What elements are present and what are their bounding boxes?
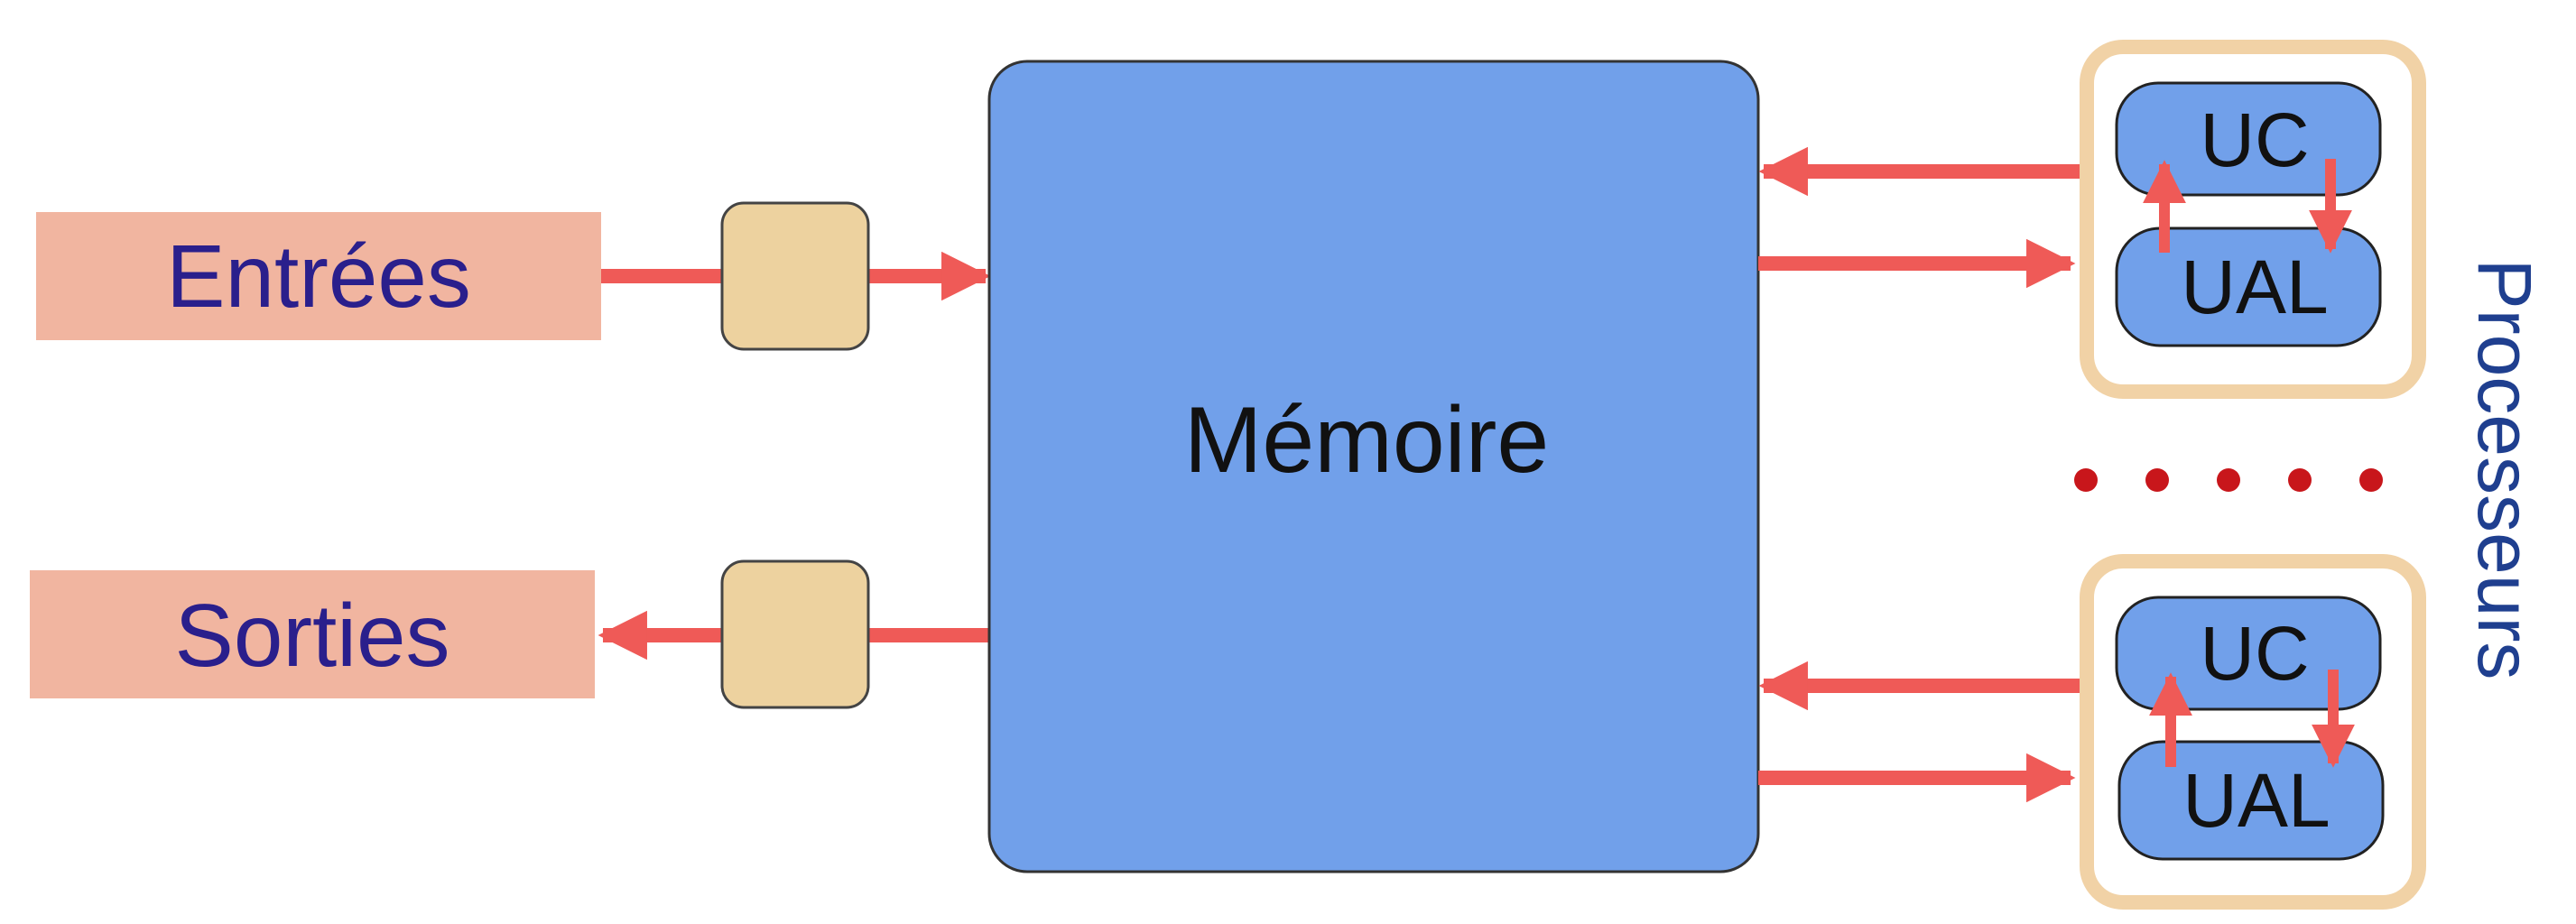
outputs-box: Sorties (30, 570, 595, 698)
alu-label: UAL (2181, 245, 2328, 329)
memory-block: Mémoire (987, 60, 1760, 873)
outputs-label: Sorties (174, 586, 449, 685)
ellipsis-dot (2288, 468, 2312, 492)
processors-label: Processeurs (2462, 259, 2547, 680)
alu-label: UAL (2182, 758, 2330, 843)
inputs-box: Entrées (36, 212, 601, 340)
alu (2115, 226, 2382, 347)
processor-1: UC UAL (2080, 40, 2426, 399)
control-unit-label: UC (2200, 611, 2309, 696)
output-buffer (720, 559, 870, 709)
ellipsis-dot (2145, 468, 2169, 492)
ellipsis-dot (2074, 468, 2098, 492)
input-buffer (720, 201, 870, 351)
ellipsis-dot (2217, 468, 2240, 492)
processor-2: UC UAL (2080, 554, 2426, 910)
control-unit-label: UC (2200, 97, 2309, 182)
ellipsis-dot (2359, 468, 2383, 492)
memory-label: Mémoire (1184, 388, 1550, 493)
inputs-label: Entrées (166, 226, 471, 326)
processor-ellipsis (2074, 468, 2383, 492)
alu (2117, 740, 2385, 861)
